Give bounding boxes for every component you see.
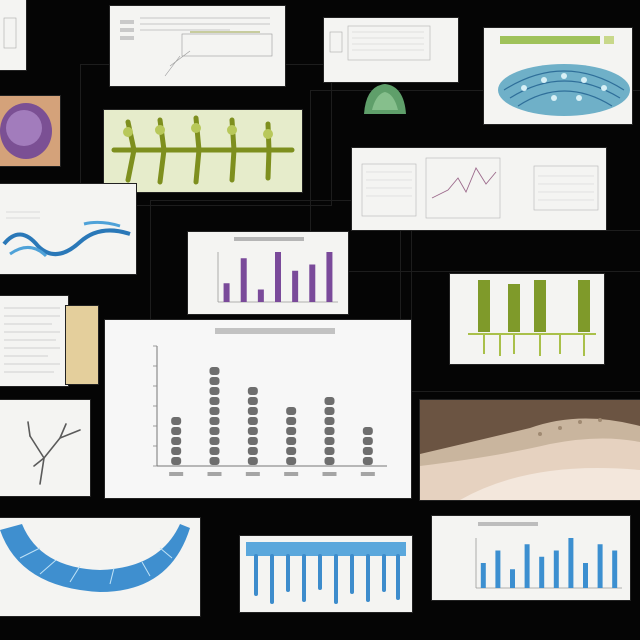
bar-segment — [324, 447, 335, 455]
small-chart-plot — [217, 237, 338, 303]
purple-cell-image — [0, 96, 60, 166]
bar-segment — [324, 397, 335, 405]
bar — [223, 283, 230, 302]
specimen-dome-image — [364, 84, 406, 114]
bar — [553, 550, 559, 588]
bar-segment — [324, 457, 335, 465]
bar — [495, 550, 501, 588]
bar-segment — [247, 417, 258, 425]
bar-segment — [209, 407, 220, 415]
bar-segment — [286, 417, 297, 425]
bar-segment — [247, 387, 258, 395]
bar-segment — [362, 447, 373, 455]
bar-segment — [286, 437, 297, 445]
blue-chart-plot — [475, 522, 622, 589]
frame-outline — [400, 230, 640, 392]
bar — [275, 252, 281, 302]
bar — [583, 563, 588, 588]
blue-tendrils-image — [240, 536, 412, 612]
x-tick-label-placeholder — [322, 472, 337, 476]
dendrite-sketch — [0, 400, 90, 496]
x-tick-label-placeholder — [245, 472, 260, 476]
olive-fern-image — [104, 110, 302, 192]
bar-segment — [324, 437, 335, 445]
bar — [240, 258, 247, 302]
green-stalks-image — [450, 274, 604, 364]
bar-segment — [324, 407, 335, 415]
x-tick-label-placeholder — [360, 472, 375, 476]
tissue-photo — [420, 400, 640, 500]
bar-segment — [171, 437, 182, 445]
bar — [612, 550, 618, 588]
bar-segment — [209, 377, 220, 385]
bar-segment — [362, 427, 373, 435]
bar — [524, 544, 530, 588]
center-chart-plot — [153, 328, 387, 476]
bar — [309, 264, 316, 302]
bar-segment — [247, 437, 258, 445]
bar-segment — [247, 447, 258, 455]
bar — [568, 538, 574, 588]
frame-outline — [310, 90, 640, 272]
bar-segment — [171, 417, 182, 425]
bar-segment — [286, 447, 297, 455]
bar-segment — [247, 407, 258, 415]
chart-title-placeholder — [215, 328, 335, 334]
x-tick-label-placeholder — [169, 472, 184, 476]
bar-segment — [362, 437, 373, 445]
bar-segment — [209, 457, 220, 465]
bar-segment — [362, 457, 373, 465]
bar-segment — [324, 427, 335, 435]
line-chart-document — [352, 148, 606, 230]
chart-title-placeholder — [234, 237, 304, 241]
bar — [539, 556, 545, 588]
bar-segment — [286, 457, 297, 465]
bar — [326, 252, 333, 302]
x-tick-label-placeholder — [284, 472, 299, 476]
bar-segment — [286, 427, 297, 435]
bar-segment — [247, 457, 258, 465]
chart-title-placeholder — [478, 522, 538, 526]
bar-segment — [209, 427, 220, 435]
bar — [292, 270, 299, 302]
bar-segment — [209, 367, 220, 375]
text-document — [0, 296, 68, 386]
blue-bar-chart — [432, 516, 630, 600]
beige-note — [66, 306, 98, 384]
bar-segment — [247, 397, 258, 405]
bar-segment — [209, 397, 220, 405]
doc-card-small — [324, 18, 458, 82]
blue-ring-image — [0, 518, 200, 616]
bar-segment — [209, 387, 220, 395]
bar-segment — [171, 447, 182, 455]
bar — [257, 289, 264, 302]
bar-segment — [209, 447, 220, 455]
bar-segment — [324, 417, 335, 425]
specimen-blue-card — [484, 28, 632, 124]
bar — [480, 563, 486, 588]
bar-segment — [247, 427, 258, 435]
doc-fragment — [0, 0, 26, 70]
bar-segment — [171, 457, 182, 465]
central-bar-chart — [105, 320, 411, 498]
line-diagram-card — [110, 6, 285, 86]
bar-segment — [209, 417, 220, 425]
bar-segment — [209, 437, 220, 445]
bar-segment — [286, 407, 297, 415]
bar-segment — [171, 427, 182, 435]
x-tick-label-placeholder — [207, 472, 222, 476]
purple-bar-chart — [188, 232, 348, 314]
bar — [597, 544, 603, 588]
bar — [510, 569, 515, 588]
blue-branch-diagram — [0, 184, 136, 274]
